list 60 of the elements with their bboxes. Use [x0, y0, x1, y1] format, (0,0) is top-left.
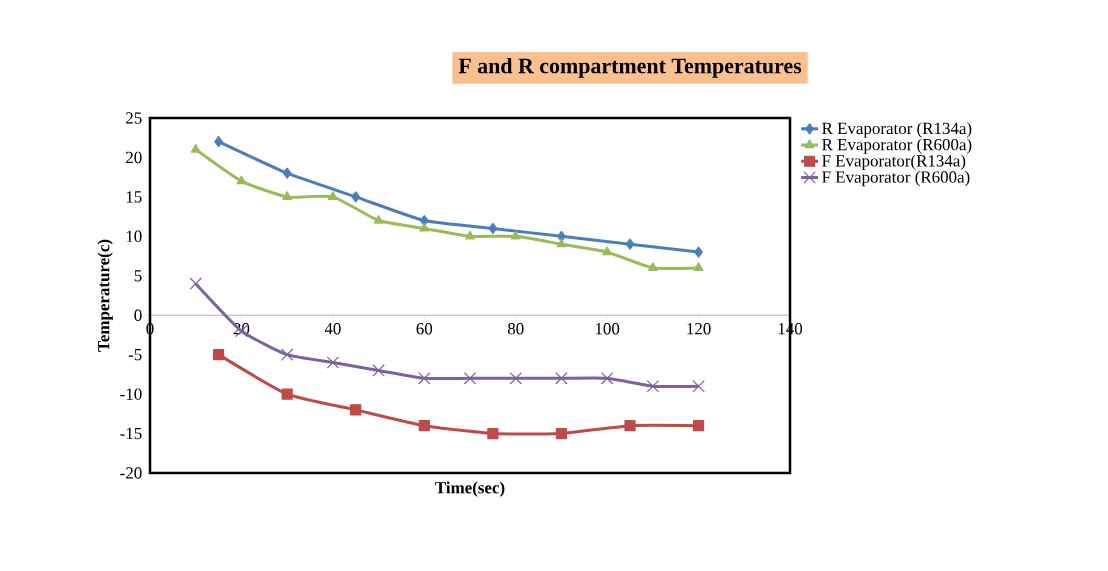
x-tick-label: 80 [507, 322, 524, 335]
point [557, 230, 566, 242]
legend-label: R Evaporator (R134a) [822, 122, 972, 138]
legend-label: F Evaporator(R134a) [822, 154, 966, 170]
point [465, 230, 475, 240]
point [214, 136, 223, 148]
point [692, 379, 705, 393]
y-tick-label: -20 [120, 467, 142, 479]
x-tick-label: 120 [687, 322, 711, 335]
y-tick-label: 20 [126, 151, 142, 164]
point [282, 191, 293, 200]
x-axis-title: Time(sec) [435, 481, 505, 497]
y-tick-label: 10 [126, 230, 142, 243]
point [327, 191, 338, 200]
y-tick-label: -5 [128, 349, 142, 361]
point [692, 420, 705, 432]
point [488, 222, 498, 235]
point [281, 388, 293, 400]
point [694, 246, 703, 258]
point [555, 427, 568, 440]
point [693, 262, 704, 271]
point [282, 167, 292, 179]
point [600, 372, 614, 385]
y-tick-label: 25 [126, 112, 142, 124]
y-tick-label: 15 [126, 191, 142, 203]
point [236, 175, 247, 185]
point [555, 372, 568, 385]
legend-label: F Evaporator (R600a) [822, 170, 970, 187]
x-tick-label: 100 [595, 322, 620, 335]
point [418, 420, 430, 432]
point [419, 222, 430, 232]
point [646, 379, 660, 393]
point [189, 277, 202, 290]
y-tick-label: 0 [134, 309, 142, 321]
point [487, 427, 499, 440]
legend-label: R Evaporator (R600a) [822, 138, 972, 154]
point [463, 372, 477, 385]
point [510, 230, 521, 240]
point [350, 404, 362, 416]
point [624, 420, 636, 432]
point [190, 143, 201, 153]
point [509, 372, 522, 385]
y-tick-label: -10 [120, 388, 142, 400]
point [602, 246, 613, 256]
point [556, 238, 567, 248]
y-tick-label: 5 [134, 270, 142, 282]
point [280, 348, 294, 361]
x-tick-label: 60 [416, 322, 433, 335]
x-tick-label: 40 [324, 322, 341, 335]
point [326, 356, 340, 369]
y-axis-title: Temperature(c) [97, 239, 113, 352]
point [418, 372, 431, 385]
point [625, 238, 635, 250]
point [372, 364, 385, 377]
point [351, 191, 361, 203]
y-tick-label: -15 [120, 427, 142, 440]
point [373, 214, 384, 224]
point [212, 349, 225, 361]
chart-title: F and R compartment Temperatures [458, 57, 802, 78]
point [647, 262, 658, 271]
